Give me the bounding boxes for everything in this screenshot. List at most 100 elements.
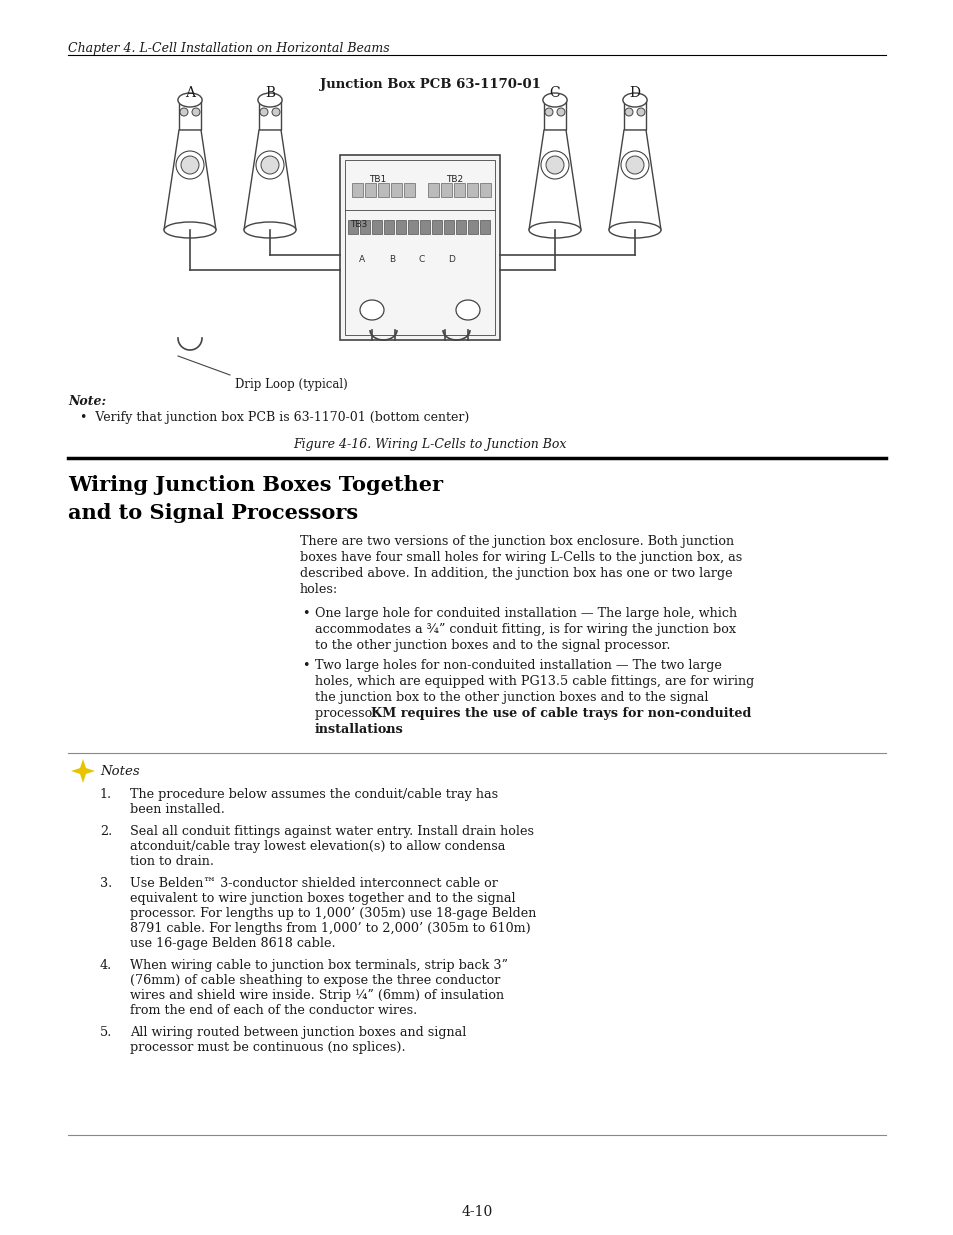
Ellipse shape [255, 151, 284, 179]
Ellipse shape [557, 107, 564, 116]
Bar [339, 156, 499, 340]
Bar [408, 220, 417, 233]
Ellipse shape [272, 107, 280, 116]
Text: processor. For lengths up to 1,000’ (305m) use 18-gage Belden: processor. For lengths up to 1,000’ (305… [130, 906, 536, 920]
Text: KM requires the use of cable trays for non-conduited: KM requires the use of cable trays for n… [371, 706, 751, 720]
Ellipse shape [177, 93, 202, 107]
Text: There are two versions of the junction box enclosure. Both junction: There are two versions of the junction b… [299, 535, 734, 548]
Text: to the other junction boxes and to the signal processor.: to the other junction boxes and to the s… [314, 638, 670, 652]
Text: atconduit/cable tray lowest elevation(s) to allow condensa: atconduit/cable tray lowest elevation(s)… [130, 840, 505, 853]
Text: C: C [549, 86, 559, 100]
Bar [359, 220, 370, 233]
Text: D: D [629, 86, 639, 100]
Text: tion to drain.: tion to drain. [130, 855, 213, 868]
Ellipse shape [608, 222, 660, 238]
Ellipse shape [164, 222, 215, 238]
Text: Junction Box PCB 63-1170-01: Junction Box PCB 63-1170-01 [319, 78, 539, 91]
Text: 4.: 4. [100, 960, 112, 972]
Text: B: B [389, 254, 395, 264]
Ellipse shape [260, 107, 268, 116]
Bar [468, 220, 477, 233]
Text: A: A [358, 254, 365, 264]
Text: described above. In addition, the junction box has one or two large: described above. In addition, the juncti… [299, 567, 732, 580]
Polygon shape [164, 130, 215, 230]
Text: C: C [418, 254, 425, 264]
Bar [623, 100, 645, 130]
Text: 2.: 2. [100, 825, 112, 839]
Text: Note:: Note: [68, 395, 106, 408]
Ellipse shape [181, 156, 199, 174]
Text: TB2: TB2 [446, 175, 463, 184]
Text: 5.: 5. [99, 1026, 112, 1039]
Text: •: • [302, 606, 309, 620]
Text: Chapter 4. L-Cell Installation on Horizontal Beams: Chapter 4. L-Cell Installation on Horizo… [68, 42, 389, 56]
Text: TB1: TB1 [369, 175, 386, 184]
Text: processor.: processor. [314, 706, 385, 720]
Text: Wiring Junction Boxes Together: Wiring Junction Boxes Together [68, 475, 442, 495]
Text: Drip Loop (typical): Drip Loop (typical) [234, 378, 348, 391]
Text: .: . [385, 722, 389, 736]
Ellipse shape [529, 222, 580, 238]
Bar [352, 183, 363, 198]
Ellipse shape [625, 156, 643, 174]
Bar [419, 220, 430, 233]
Ellipse shape [175, 151, 204, 179]
Ellipse shape [544, 107, 553, 116]
Text: •  Verify that junction box PCB is 63-1170-01 (bottom center): • Verify that junction box PCB is 63-117… [80, 411, 469, 424]
Bar [348, 220, 357, 233]
Polygon shape [608, 130, 660, 230]
Text: boxes have four small holes for wiring L-Cells to the junction box, as: boxes have four small holes for wiring L… [299, 551, 741, 564]
Bar [372, 220, 381, 233]
Text: The procedure below assumes the conduit/cable tray has: The procedure below assumes the conduit/… [130, 788, 497, 802]
Bar [479, 183, 491, 198]
Text: Use Belden™ 3-conductor shielded interconnect cable or: Use Belden™ 3-conductor shielded interco… [130, 877, 497, 890]
Text: equivalent to wire junction boxes together and to the signal: equivalent to wire junction boxes togeth… [130, 892, 515, 905]
Text: TB3: TB3 [350, 220, 367, 228]
Ellipse shape [540, 151, 568, 179]
Text: Figure 4-16. Wiring L-Cells to Junction Box: Figure 4-16. Wiring L-Cells to Junction … [293, 438, 566, 451]
Ellipse shape [257, 93, 282, 107]
Text: 4-10: 4-10 [461, 1205, 492, 1219]
Bar [440, 183, 452, 198]
Polygon shape [529, 130, 580, 230]
Text: and to Signal Processors: and to Signal Processors [68, 503, 357, 522]
Bar [454, 183, 464, 198]
Ellipse shape [192, 107, 200, 116]
Bar [456, 220, 465, 233]
Polygon shape [244, 130, 295, 230]
Text: Notes: Notes [100, 764, 139, 778]
Ellipse shape [542, 93, 566, 107]
Ellipse shape [622, 93, 646, 107]
Ellipse shape [637, 107, 644, 116]
Ellipse shape [620, 151, 648, 179]
Text: When wiring cable to junction box terminals, strip back 3”: When wiring cable to junction box termin… [130, 960, 507, 972]
Bar [467, 183, 477, 198]
Text: 1.: 1. [100, 788, 112, 802]
Polygon shape [71, 760, 95, 783]
Ellipse shape [456, 300, 479, 320]
Bar [443, 220, 454, 233]
Text: 3.: 3. [100, 877, 112, 890]
Text: wires and shield wire inside. Strip ¼” (6mm) of insulation: wires and shield wire inside. Strip ¼” (… [130, 989, 503, 1002]
Text: •: • [302, 659, 309, 672]
Text: processor must be continuous (no splices).: processor must be continuous (no splices… [130, 1041, 405, 1053]
Bar [543, 100, 565, 130]
Text: One large hole for conduited installation — The large hole, which: One large hole for conduited installatio… [314, 606, 737, 620]
Text: Two large holes for non-conduited installation — The two large: Two large holes for non-conduited instal… [314, 659, 721, 672]
Text: the junction box to the other junction boxes and to the signal: the junction box to the other junction b… [314, 692, 708, 704]
Bar [432, 220, 441, 233]
Text: A: A [185, 86, 194, 100]
Text: All wiring routed between junction boxes and signal: All wiring routed between junction boxes… [130, 1026, 466, 1039]
Text: D: D [448, 254, 455, 264]
Bar [428, 183, 438, 198]
Text: use 16-gage Belden 8618 cable.: use 16-gage Belden 8618 cable. [130, 937, 335, 950]
Ellipse shape [624, 107, 633, 116]
Text: 8791 cable. For lengths from 1,000’ to 2,000’ (305m to 610m): 8791 cable. For lengths from 1,000’ to 2… [130, 923, 530, 935]
Ellipse shape [545, 156, 563, 174]
Text: been installed.: been installed. [130, 803, 225, 816]
Text: Seal all conduit fittings against water entry. Install drain holes: Seal all conduit fittings against water … [130, 825, 534, 839]
Text: installations: installations [314, 722, 403, 736]
Ellipse shape [244, 222, 295, 238]
Ellipse shape [359, 300, 384, 320]
Ellipse shape [180, 107, 188, 116]
